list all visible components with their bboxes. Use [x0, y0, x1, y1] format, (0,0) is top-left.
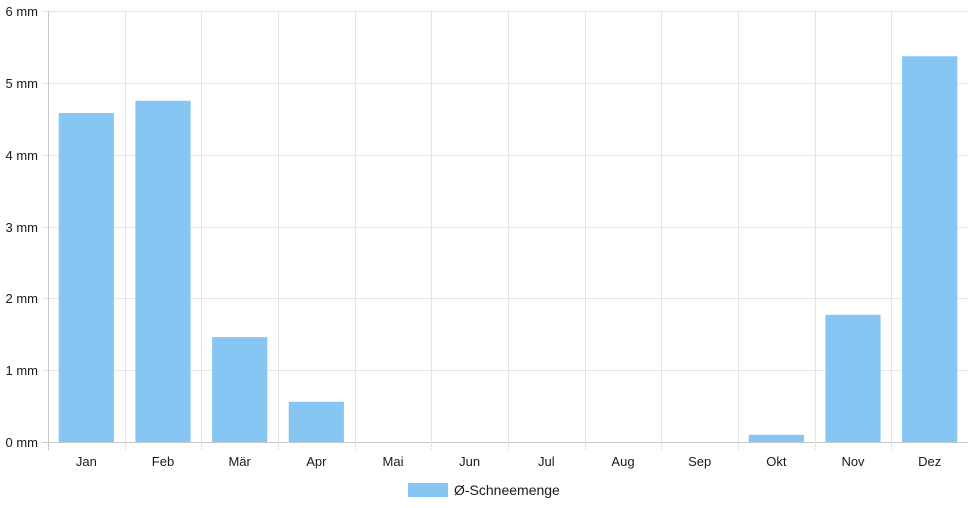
- bar-feb[interactable]: [135, 100, 191, 443]
- y-tick-label: 3 mm: [6, 220, 39, 235]
- bars: [58, 56, 958, 443]
- bar-apr[interactable]: [288, 401, 344, 442]
- y-tick-label: 4 mm: [6, 148, 39, 163]
- x-tick-label: Nov: [841, 454, 865, 469]
- bar-dez[interactable]: [902, 56, 958, 442]
- x-tick-label: Aug: [611, 454, 634, 469]
- x-tick-label: Mai: [383, 454, 404, 469]
- y-axis-ticks: 0 mm 1 mm 2 mm 3 mm 4 mm 5 mm 6 mm: [6, 4, 39, 450]
- bar-okt[interactable]: [748, 434, 804, 442]
- y-tick-label: 0 mm: [6, 435, 39, 450]
- bar-jan[interactable]: [58, 113, 114, 443]
- bar-mär[interactable]: [212, 337, 268, 442]
- x-tick-label: Okt: [766, 454, 787, 469]
- y-tick-label: 2 mm: [6, 291, 39, 306]
- x-tick-label: Mär: [228, 454, 251, 469]
- x-axis-ticks: Jan Feb Mär Apr Mai Jun Jul Aug Sep Okt Nov Dez: [76, 454, 941, 469]
- y-tick-label: 5 mm: [6, 76, 39, 91]
- legend-swatch: [408, 483, 448, 497]
- x-tick-label: Feb: [152, 454, 174, 469]
- legend-label: Ø-Schneemenge: [454, 482, 560, 498]
- x-tick-label: Jul: [538, 454, 555, 469]
- grid: [42, 11, 968, 450]
- bar-nov[interactable]: [825, 314, 881, 442]
- y-tick-label: 1 mm: [6, 363, 39, 378]
- y-tick-label: 6 mm: [6, 4, 39, 19]
- x-tick-label: Jan: [76, 454, 97, 469]
- x-tick-label: Jun: [459, 454, 480, 469]
- x-tick-label: Sep: [688, 454, 711, 469]
- x-tick-label: Apr: [306, 454, 327, 469]
- x-tick-label: Dez: [918, 454, 941, 469]
- legend[interactable]: Ø-Schneemenge: [408, 482, 560, 498]
